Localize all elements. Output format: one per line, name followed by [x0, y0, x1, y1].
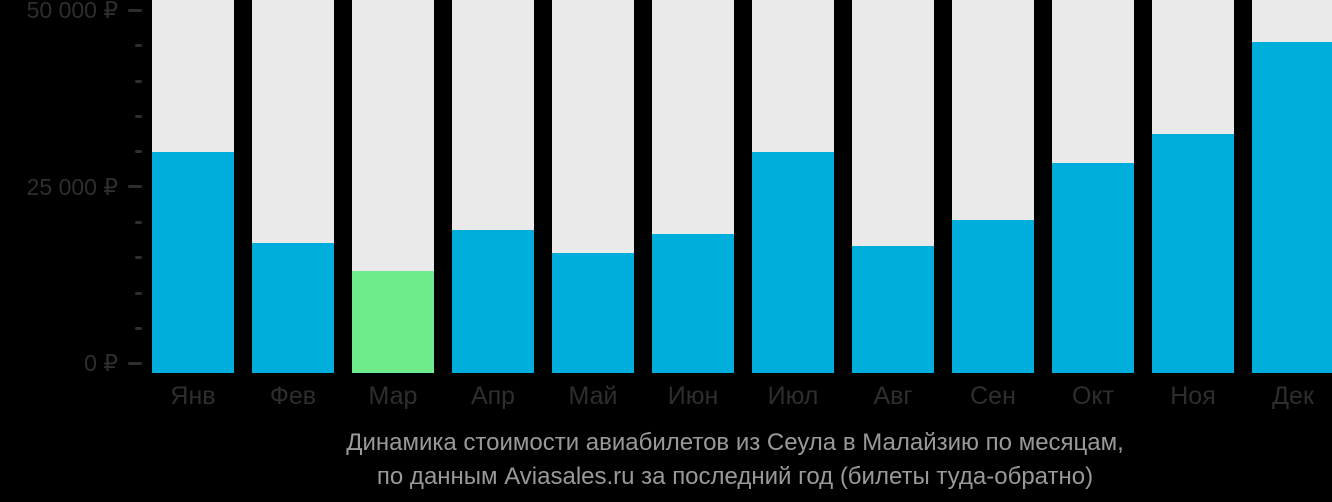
- y-tick-label: 50 000 ₽: [26, 0, 118, 23]
- y-minor-tick-icon: [135, 221, 142, 224]
- y-minor-tick-icon: [135, 150, 142, 154]
- x-label-Мар: Мар: [368, 382, 418, 410]
- bar-track-Июл: [752, 0, 834, 373]
- chart-title: Динамика стоимости авиабилетов из Сеула …: [346, 429, 1124, 456]
- bar-track-Сен: [952, 0, 1034, 373]
- y-minor-tick-icon: [135, 291, 142, 295]
- bar-track-Дек: [1252, 0, 1332, 373]
- x-label-Май: Май: [568, 382, 618, 410]
- y-minor-tick-icon: [135, 115, 142, 118]
- x-label-Дек: Дек: [1272, 382, 1314, 410]
- bar-track-Фев: [252, 0, 334, 373]
- x-label-Июн: Июн: [667, 382, 719, 410]
- y-minor-tick-icon: [135, 44, 142, 48]
- bar-fill-Июл: [752, 151, 834, 373]
- y-minor-tick-icon: [135, 256, 142, 260]
- x-label-Фев: Фев: [269, 382, 317, 410]
- bar-fill-Янв: [152, 152, 234, 373]
- bar-fill-Авг: [852, 246, 934, 373]
- chart-caption: Динамика стоимости авиабилетов из Сеула …: [135, 430, 1332, 489]
- y-tick-label: 25 000 ₽: [26, 173, 118, 200]
- y-major-tick-icon: [128, 361, 142, 365]
- bar-fill-Дек: [1252, 41, 1332, 373]
- bar-track-Мар: [352, 0, 434, 373]
- y-major-tick-icon: [128, 8, 142, 12]
- bar-fill-Июн: [652, 233, 734, 373]
- bar-track-Май: [552, 0, 634, 373]
- bar-fill-Сен: [952, 219, 1034, 373]
- bar-track-Ноя: [1152, 0, 1234, 373]
- x-label-Авг: Авг: [873, 382, 913, 410]
- bar-fill-Окт: [1052, 163, 1134, 373]
- plot-area: 50 000 ₽ 25 000 ₽ 0 ₽: [26, 0, 1332, 377]
- bar-fill-Май: [552, 252, 634, 373]
- bar-track-Окт: [1052, 0, 1134, 373]
- bar-fill-Фев: [252, 242, 334, 373]
- x-label-Янв: Янв: [170, 382, 216, 410]
- bar-track-Янв: [152, 0, 234, 373]
- y-major-tick-icon: [128, 185, 142, 189]
- bar-fill-Мар: [352, 271, 434, 373]
- x-label-Окт: Окт: [1071, 382, 1115, 410]
- bar-track-Июн: [652, 0, 734, 373]
- chart-subtitle: по данным Aviasales.ru за последний год …: [376, 463, 1094, 490]
- x-label-Апр: Апр: [470, 382, 516, 410]
- x-label-Сен: Сен: [970, 382, 1016, 410]
- x-label-Ноя: Ноя: [1170, 382, 1216, 410]
- bar-track-Авг: [852, 0, 934, 373]
- y-minor-tick-icon: [135, 79, 142, 83]
- bar-fill-Ноя: [1152, 134, 1234, 373]
- bar-track-Апр: [452, 0, 534, 373]
- x-label-Июл: Июл: [767, 382, 819, 410]
- bar-fill-Апр: [452, 229, 534, 373]
- y-minor-tick-icon: [135, 327, 142, 330]
- y-tick-label: 0 ₽: [84, 350, 118, 377]
